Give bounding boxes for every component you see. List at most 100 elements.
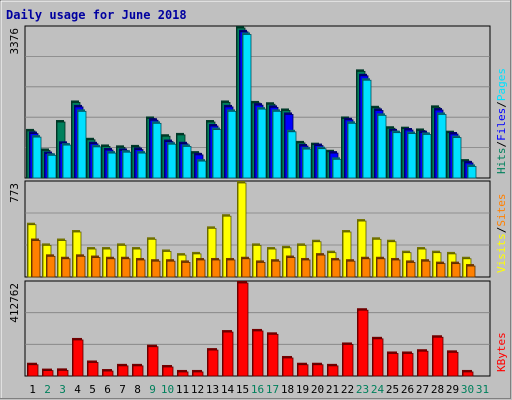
bar-kbytes-day-13 [207,348,219,377]
bar-sites-day-12 [196,257,206,278]
x-tick-label-day-13: 13 [206,383,219,396]
bar-sites-day-4 [76,254,86,278]
x-tick-label-day-6: 6 [104,383,111,396]
bar-pages-day-19 [302,147,312,179]
bar-kbytes-day-15 [237,281,249,377]
bar-pages-day-9 [152,121,162,179]
bar-pages-day-26 [407,131,417,179]
x-tick-label-day-10: 10 [161,383,174,396]
bar-pages-day-15 [242,32,252,179]
bar-pages-day-7 [122,150,132,179]
x-tick-label-day-22: 22 [341,383,354,396]
bar-kbytes-day-7 [117,363,129,377]
bar-kbytes-day-3 [57,368,69,377]
bar-sites-day-18 [286,255,296,278]
x-tick-label-day-9: 9 [149,383,156,396]
bar-kbytes-day-11 [177,369,189,377]
legend-entry: / [495,227,508,234]
bar-kbytes-day-2 [42,368,54,377]
y-max-label-top: 3376 [8,28,21,55]
bar-pages-day-2 [47,153,57,179]
bar-sites-day-19 [301,257,311,278]
bar-sites-day-28 [436,261,446,278]
bar-pages-day-14 [227,109,237,179]
x-tick-label-day-20: 20 [311,383,324,396]
legend-entry: Hits [495,148,508,175]
bar-sites-day-9 [151,259,161,278]
bar-pages-day-24 [377,113,387,179]
y-max-label-middle: 773 [8,183,21,203]
bar-kbytes-day-9 [147,344,159,377]
bar-sites-day-27 [421,259,431,278]
bar-kbytes-day-30 [462,369,474,377]
bar-pages-day-21 [332,157,342,179]
panel-middle: 773 Visits/Sites [8,180,508,278]
x-tick-label-day-18: 18 [281,383,294,396]
bar-kbytes-day-29 [447,350,459,377]
bar-pages-day-17 [272,109,282,179]
bar-sites-day-21 [331,257,341,278]
x-tick-label-day-23: 23 [356,383,369,396]
chart-panels: 3376 Hits/Files/Pages 773 Visits/Sites 41276… [8,25,508,377]
bar-sites-day-14 [226,257,236,278]
legend-bottom: KBytes [495,332,508,372]
bar-kbytes-day-27 [417,349,429,377]
x-tick-label-day-8: 8 [134,383,141,396]
bar-pages-day-28 [437,112,447,179]
bar-kbytes-day-21 [327,363,339,377]
bar-sites-day-5 [91,255,101,278]
bar-kbytes-day-6 [102,369,114,377]
x-tick-label-day-21: 21 [326,383,339,396]
x-tick-label-day-7: 7 [119,383,126,396]
bar-kbytes-day-26 [402,351,414,377]
bar-sites-day-24 [376,256,386,278]
bar-pages-day-29 [452,135,462,179]
panel-top: 3376 Hits/Files/Pages [8,25,508,179]
bar-pages-day-11 [182,144,192,179]
bar-sites-day-3 [61,256,71,278]
bar-kbytes-day-12 [192,369,204,377]
bar-pages-day-20 [317,146,327,179]
bar-kbytes-day-10 [162,364,174,377]
x-tick-label-day-4: 4 [74,383,81,396]
bar-sites-day-22 [346,259,356,278]
x-tick-label-day-17: 17 [266,383,279,396]
legend-top: Hits/Files/Pages [495,68,508,174]
legend-middle: Visits/Sites [495,194,508,274]
bar-sites-day-29 [451,261,461,278]
bar-pages-day-10 [167,142,177,179]
bar-sites-day-23 [361,256,371,278]
x-tick-label-day-25: 25 [386,383,399,396]
x-tick-label-day-12: 12 [191,383,204,396]
bar-pages-day-16 [257,107,267,179]
bar-kbytes-day-23 [357,308,369,377]
bar-sites-day-25 [391,257,401,278]
bar-pages-day-1 [32,135,42,179]
bar-sites-day-8 [136,257,146,278]
bar-kbytes-day-28 [432,335,444,377]
bar-pages-day-12 [197,159,207,179]
x-tick-label-day-26: 26 [401,383,414,396]
bar-pages-day-22 [347,121,357,179]
bar-pages-day-3 [62,143,72,179]
bar-sites-day-20 [316,253,326,278]
x-tick-label-day-5: 5 [89,383,96,396]
bar-kbytes-day-17 [267,332,279,377]
x-tick-label-day-28: 28 [431,383,444,396]
bar-kbytes-day-14 [222,330,234,377]
bar-sites-day-1 [31,238,41,278]
x-tick-label-day-31: 31 [476,383,489,396]
bar-kbytes-day-20 [312,362,324,377]
bar-pages-day-18 [287,129,297,179]
bar-kbytes-day-1 [27,362,39,377]
bar-kbytes-day-18 [282,355,294,377]
x-tick-label-day-1: 1 [29,383,36,396]
bar-sites-day-11 [181,260,191,278]
panel-bottom: 412762 KBytes [8,280,508,377]
x-axis-labels: 1 2 3 4 5 6 7 8 9 10 11 12 13 14 15 16 17 18 19 20 21 22 23 24 2… [29,383,489,396]
bar-kbytes-day-25 [387,351,399,377]
legend-entry: Files [495,108,508,141]
bar-kbytes-day-8 [132,363,144,377]
x-tick-label-day-19: 19 [296,383,309,396]
